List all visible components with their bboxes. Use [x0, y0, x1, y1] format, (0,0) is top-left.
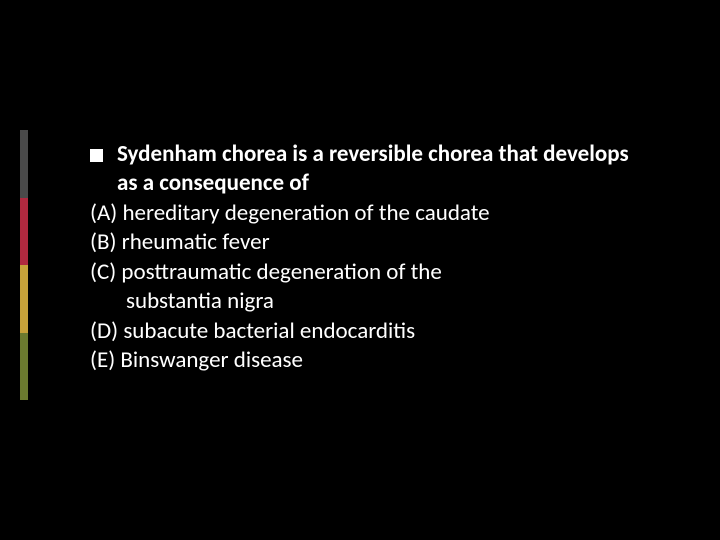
- option-d: (D) subacute bacterial endocarditis: [90, 317, 650, 346]
- option-a: (A) hereditary degeneration of the cauda…: [90, 199, 650, 228]
- bullet-icon: [90, 149, 103, 162]
- option-d-text: subacute bacterial endocarditis: [123, 317, 415, 345]
- option-e: (E) Binswanger disease: [90, 346, 650, 375]
- option-c-text-line1: posttraumatic degeneration of the: [121, 258, 441, 286]
- accent-seg-3: [20, 265, 28, 333]
- option-e-text: Binswanger disease: [120, 346, 303, 374]
- option-c-text-line2: substantia nigra: [126, 287, 274, 315]
- question-stem-row: Sydenham chorea is a reversible chorea t…: [90, 140, 650, 199]
- accent-bar: [20, 130, 28, 400]
- option-b-text: rheumatic fever: [122, 228, 270, 256]
- option-a-text: hereditary degeneration of the caudate: [122, 199, 489, 227]
- question-stem: Sydenham chorea is a reversible chorea t…: [117, 140, 650, 199]
- option-b: (B) rheumatic fever: [90, 228, 650, 257]
- accent-seg-4: [20, 333, 28, 401]
- slide-content: Sydenham chorea is a reversible chorea t…: [90, 140, 650, 376]
- accent-seg-2: [20, 198, 28, 266]
- accent-seg-1: [20, 130, 28, 198]
- option-c: (C) posttraumatic degeneration of the: [90, 258, 650, 287]
- option-c-cont: substantia nigra: [90, 287, 650, 316]
